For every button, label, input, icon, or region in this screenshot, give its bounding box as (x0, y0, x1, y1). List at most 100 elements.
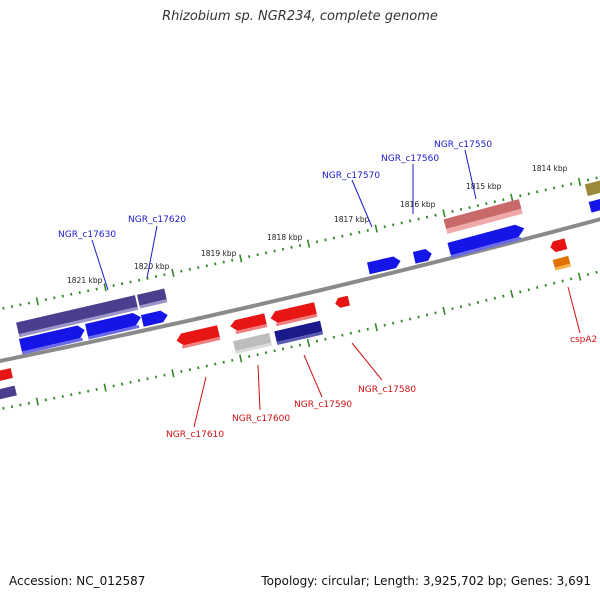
gene-feature-reverse[interactable] (0, 368, 13, 382)
minor-tick (527, 288, 530, 292)
minor-tick (222, 360, 225, 364)
minor-tick (2, 406, 5, 410)
minor-tick (146, 377, 149, 381)
gene-label[interactable]: NGR_c17600 (232, 414, 290, 424)
gene-feature-reverse[interactable] (0, 385, 17, 400)
gene-feature-reverse[interactable] (269, 302, 318, 327)
minor-tick (569, 182, 573, 186)
minor-tick (95, 287, 98, 291)
minor-tick (163, 273, 166, 277)
minor-tick (53, 296, 56, 300)
gene-feature-forward[interactable] (447, 223, 526, 259)
minor-tick (180, 370, 183, 373)
minor-tick (451, 307, 454, 311)
gene-label[interactable]: NGR_c17610 (166, 430, 224, 440)
minor-tick (214, 262, 217, 266)
major-tick (306, 338, 311, 348)
minor-tick (44, 298, 47, 302)
minor-tick (315, 339, 319, 343)
gene-label[interactable]: NGR_c17560 (381, 154, 439, 164)
gene-feature-forward[interactable] (588, 197, 600, 213)
gene-feature-forward[interactable] (85, 311, 143, 340)
minor-tick (527, 192, 530, 196)
minor-tick (383, 225, 386, 229)
minor-tick (248, 355, 251, 358)
minor-tick (341, 333, 344, 337)
minor-tick (341, 234, 344, 238)
minor-tick (27, 401, 31, 405)
minor-tick (273, 349, 276, 353)
minor-tick (70, 393, 73, 397)
minor-tick (417, 315, 420, 319)
gene-feature-forward[interactable] (140, 309, 169, 327)
gene-feature-forward[interactable] (136, 288, 168, 309)
major-tick (374, 224, 378, 233)
minor-tick (180, 269, 183, 273)
minor-tick (332, 335, 336, 339)
minor-tick (451, 209, 454, 213)
gene-feature-reverse[interactable] (233, 332, 273, 354)
label-leaders-forward (91, 149, 477, 291)
minor-tick (154, 275, 158, 279)
minor-tick (256, 353, 259, 357)
scale-label: 1817 kbp (334, 215, 370, 224)
major-tick (35, 297, 39, 306)
gene-label[interactable]: NGR_c17620 (128, 215, 186, 225)
gene-label[interactable]: NGR_c17550 (434, 140, 492, 150)
minor-tick (468, 206, 471, 209)
gene-feature-forward[interactable] (18, 324, 87, 355)
minor-tick (231, 258, 234, 262)
minor-tick (383, 323, 386, 327)
gene-feature-reverse[interactable] (274, 320, 324, 345)
minor-tick (87, 389, 90, 393)
gene-feature-reverse[interactable] (552, 255, 571, 271)
minor-tick (425, 215, 429, 219)
minor-tick (358, 329, 361, 333)
minor-tick (544, 188, 547, 192)
minor-tick (197, 266, 200, 270)
minor-tick (10, 305, 14, 309)
minor-tick (78, 291, 81, 295)
gene-label[interactable]: NGR_c17590 (294, 400, 352, 410)
minor-tick (298, 244, 302, 247)
gene-feature-reverse[interactable] (175, 325, 221, 349)
major-tick (171, 268, 175, 278)
gene-label[interactable]: NGR_c17580 (358, 385, 416, 395)
major-tick (171, 369, 175, 378)
minor-tick (561, 279, 564, 283)
gene-label[interactable]: cspA2 (570, 335, 597, 345)
minor-tick (112, 284, 115, 287)
minor-tick (536, 286, 539, 290)
major-tick (510, 289, 514, 299)
minor-tick (349, 232, 352, 236)
scale-label: 1820 kbp (134, 262, 170, 271)
gene-label[interactable]: NGR_c17570 (322, 171, 380, 181)
minor-tick (95, 387, 98, 391)
minor-tick (408, 219, 412, 223)
minor-tick (44, 398, 47, 402)
gene-feature-reverse[interactable] (549, 238, 568, 253)
minor-tick (586, 272, 590, 276)
gene-feature-forward[interactable] (412, 248, 433, 264)
minor-tick (408, 317, 412, 321)
minor-tick (129, 280, 132, 284)
minor-tick (61, 294, 64, 298)
gene-feature-forward[interactable] (367, 255, 402, 275)
gene-feature-forward[interactable] (584, 179, 600, 197)
minor-tick (358, 230, 361, 234)
gene-feature-forward[interactable] (443, 199, 523, 234)
minor-tick (61, 394, 64, 398)
minor-tick (298, 343, 302, 347)
minor-tick (459, 305, 463, 309)
major-tick (374, 323, 378, 332)
gene-label[interactable]: NGR_c17630 (58, 230, 116, 240)
minor-tick (70, 292, 73, 296)
gene-feature-reverse[interactable] (334, 295, 350, 309)
gene-feature-forward[interactable] (16, 295, 139, 338)
minor-tick (53, 396, 56, 400)
minor-tick (366, 229, 369, 232)
minor-tick (493, 296, 497, 300)
minor-tick (349, 331, 353, 335)
gene-feature-reverse[interactable] (229, 313, 268, 335)
minor-tick (324, 238, 327, 242)
